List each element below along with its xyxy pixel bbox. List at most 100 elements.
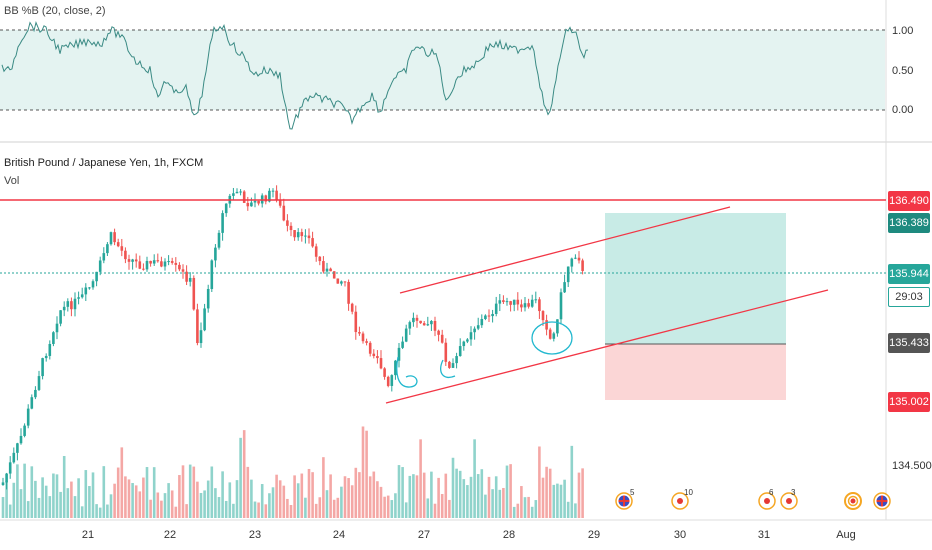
volume-bar bbox=[73, 496, 77, 518]
profit-zone[interactable] bbox=[605, 213, 786, 344]
candle-body bbox=[487, 315, 491, 317]
volume-bar bbox=[534, 500, 538, 518]
candle-body bbox=[19, 435, 23, 444]
annotation-curve-1[interactable] bbox=[396, 356, 418, 388]
candle-body bbox=[300, 232, 304, 237]
calendar-event-icon[interactable] bbox=[757, 491, 777, 511]
volume-bar bbox=[16, 464, 19, 518]
volume-bar bbox=[440, 494, 444, 518]
volume-bar bbox=[106, 504, 109, 518]
indicator-label[interactable]: BB %B (20, close, 2) bbox=[4, 5, 106, 17]
candle-body bbox=[167, 261, 170, 263]
symbol-title[interactable]: British Pound / Japanese Yen, 1h, FXCM bbox=[4, 157, 204, 169]
candle-body bbox=[106, 244, 109, 254]
candle-body bbox=[534, 299, 538, 301]
candle-body bbox=[293, 230, 296, 238]
candle-body bbox=[1, 482, 5, 485]
volume-bar bbox=[116, 467, 120, 518]
candle-body bbox=[44, 355, 48, 359]
entry-price-tag[interactable]: 135.433 bbox=[888, 333, 930, 353]
candle-body bbox=[188, 277, 192, 282]
stop-price-tag[interactable]: 135.002 bbox=[888, 392, 930, 412]
candle-body bbox=[408, 322, 412, 329]
time-label: 24 bbox=[332, 529, 346, 541]
resistance-price-tag[interactable]: 136.490 bbox=[888, 191, 930, 211]
candle-body bbox=[361, 333, 365, 342]
calendar-event-icon[interactable] bbox=[670, 491, 690, 511]
volume-bar bbox=[217, 497, 221, 518]
volume-bar bbox=[322, 457, 325, 518]
candle-body bbox=[350, 303, 354, 312]
annotation-curve-2[interactable] bbox=[440, 359, 456, 378]
candle-body bbox=[314, 246, 318, 257]
calendar-event-icon[interactable] bbox=[779, 491, 799, 511]
volume-bar bbox=[145, 467, 149, 518]
candle-body bbox=[340, 281, 343, 284]
volume-bar bbox=[282, 485, 286, 518]
candle-body bbox=[505, 301, 509, 303]
candle-body bbox=[242, 191, 246, 203]
candle-body bbox=[545, 320, 548, 330]
time-label: 31 bbox=[757, 529, 771, 541]
channel-lower-line[interactable] bbox=[385, 289, 829, 404]
bb-tick-upper: 1.00 bbox=[892, 25, 914, 37]
volume-bar bbox=[174, 506, 178, 518]
candle-body bbox=[304, 235, 307, 237]
bb-band-fill bbox=[0, 30, 885, 110]
time-label: 21 bbox=[81, 529, 95, 541]
candle-body bbox=[318, 256, 322, 262]
volume-bar bbox=[469, 476, 473, 518]
candle-body bbox=[311, 238, 314, 247]
volume-bar bbox=[426, 498, 430, 518]
loss-zone[interactable] bbox=[605, 344, 786, 400]
candle-body bbox=[199, 330, 203, 344]
candle-body bbox=[264, 195, 268, 202]
volume-bar bbox=[23, 463, 26, 518]
volume-bar bbox=[102, 466, 106, 518]
volume-bar bbox=[343, 476, 347, 518]
volume-bar bbox=[379, 486, 383, 518]
candle-body bbox=[131, 259, 134, 262]
volume-bar bbox=[332, 499, 336, 518]
volume-bar bbox=[476, 474, 480, 518]
volume-bar bbox=[286, 498, 289, 518]
volume-bar bbox=[48, 496, 52, 518]
volume-bar bbox=[545, 466, 548, 518]
current-price-tag[interactable]: 135.944 bbox=[888, 264, 930, 284]
volume-bar bbox=[26, 501, 30, 518]
bb-tick-lower: 0.00 bbox=[892, 104, 914, 116]
candle-body bbox=[574, 257, 577, 259]
channel-upper-line[interactable] bbox=[399, 206, 731, 294]
candle-body bbox=[394, 360, 397, 376]
time-label: 22 bbox=[163, 529, 177, 541]
candle-body bbox=[84, 287, 88, 295]
candle-body bbox=[142, 268, 145, 270]
uk-flag-icon[interactable] bbox=[614, 491, 634, 511]
volume-bar bbox=[296, 483, 300, 518]
volume-bar bbox=[462, 479, 466, 518]
candle-body bbox=[12, 452, 16, 463]
candle-body bbox=[444, 342, 448, 362]
candle-body bbox=[552, 333, 556, 339]
volume-bar bbox=[516, 503, 520, 518]
uk-flag-icon[interactable] bbox=[872, 491, 892, 511]
volume-bar bbox=[156, 492, 160, 518]
candle-body bbox=[419, 320, 422, 324]
candle-body bbox=[160, 261, 163, 267]
candle-body bbox=[365, 341, 368, 343]
target-price-tag[interactable]: 136.389 bbox=[888, 213, 930, 233]
volume-bar bbox=[232, 503, 235, 518]
volume-bar bbox=[224, 500, 228, 518]
annotation-circle[interactable] bbox=[531, 321, 573, 355]
volume-bar bbox=[250, 479, 253, 518]
candle-body bbox=[232, 193, 235, 196]
volume-bar bbox=[365, 430, 368, 518]
candle-body bbox=[433, 320, 437, 331]
volume-bar bbox=[203, 490, 206, 518]
volume-bar bbox=[512, 506, 516, 518]
volume-label[interactable]: Vol bbox=[4, 175, 20, 187]
volume-bar bbox=[466, 485, 469, 518]
volume-bar bbox=[34, 480, 37, 518]
calendar-event-icon[interactable] bbox=[843, 491, 863, 511]
